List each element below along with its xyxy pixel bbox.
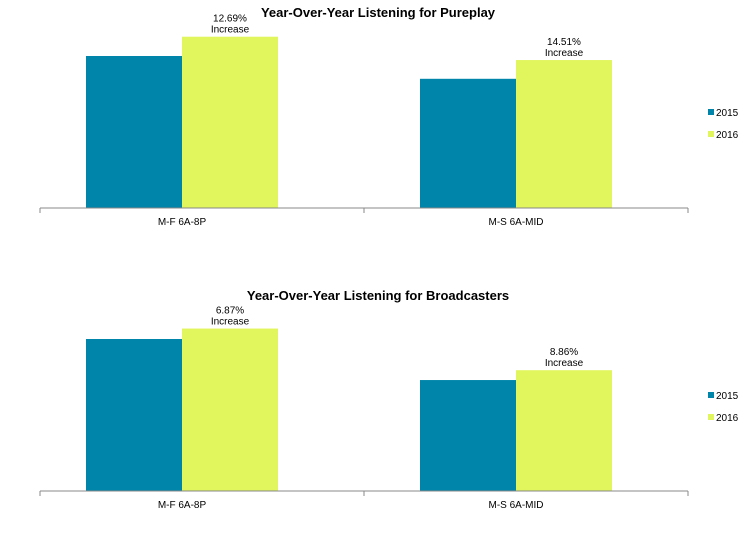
legend-swatch-2015 [708, 109, 714, 115]
annotation-label: Increase [211, 317, 250, 328]
annotation-percent: 6.87% [216, 306, 244, 317]
category-label: M-S 6A-MID [489, 217, 544, 228]
annotation-percent: 8.86% [550, 347, 578, 358]
bar-2016-0 [182, 328, 278, 491]
category-label: M-F 6A-8P [158, 500, 207, 511]
legend-swatch-2015 [708, 392, 714, 398]
bar-2015-1 [420, 380, 516, 491]
annotation-label: Increase [211, 25, 250, 36]
annotation-label: Increase [545, 358, 584, 369]
bar-2016-1 [516, 370, 612, 491]
annotation-label: Increase [545, 48, 584, 59]
annotation-percent: 12.69% [213, 14, 247, 25]
chart-broadcasters: Year-Over-Year Listening for Broadcaster… [0, 283, 756, 545]
category-label: M-F 6A-8P [158, 217, 207, 228]
legend-label-2016: 2016 [716, 130, 739, 141]
annotation-percent: 14.51% [547, 37, 581, 48]
legend-label-2016: 2016 [716, 413, 739, 424]
legend-label-2015: 2015 [716, 391, 739, 402]
legend-swatch-2016 [708, 414, 714, 420]
legend-label-2015: 2015 [716, 108, 739, 119]
bar-2016-0 [182, 36, 278, 209]
bar-2015-1 [420, 78, 516, 208]
bar-2015-0 [86, 56, 182, 208]
chart-title: Year-Over-Year Listening for Pureplay [261, 5, 496, 20]
chart-broadcasters-svg: Year-Over-Year Listening for Broadcaster… [39, 288, 739, 511]
chart-pureplay: Year-Over-Year Listening for Pureplay M-F… [0, 0, 756, 262]
bar-2015-0 [86, 339, 182, 491]
legend-swatch-2016 [708, 131, 714, 137]
chart-title: Year-Over-Year Listening for Broadcaster… [247, 288, 509, 303]
chart-pureplay-svg: Year-Over-Year Listening for Pureplay M-F… [39, 5, 739, 228]
bar-2016-1 [516, 60, 612, 209]
category-label: M-S 6A-MID [489, 500, 544, 511]
